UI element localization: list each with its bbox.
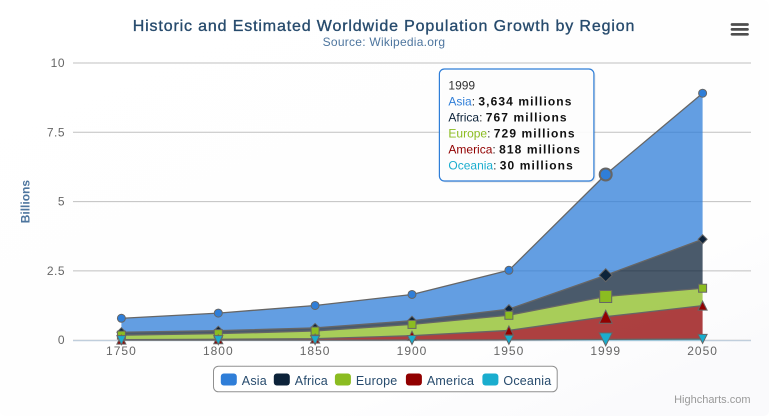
svg-text:Asia: 3,634 millions: Asia: 3,634 millions: [448, 95, 572, 109]
svg-text:10: 10: [51, 56, 65, 70]
svg-text:America: 818 millions: America: 818 millions: [448, 143, 581, 157]
svg-text:Highcharts.com: Highcharts.com: [674, 394, 750, 406]
svg-text:1950: 1950: [494, 344, 525, 358]
svg-text:America: America: [427, 374, 474, 388]
svg-text:Africa: Africa: [295, 374, 328, 388]
svg-text:1999: 1999: [590, 344, 621, 358]
svg-text:Europe: Europe: [356, 374, 398, 388]
svg-text:Europe: 729 millions: Europe: 729 millions: [448, 127, 575, 141]
svg-text:1750: 1750: [106, 344, 137, 358]
svg-text:2050: 2050: [687, 344, 718, 358]
svg-text:1900: 1900: [397, 344, 428, 358]
svg-text:2.5: 2.5: [47, 264, 65, 278]
svg-text:Oceania: Oceania: [503, 374, 551, 388]
svg-text:Oceania: 30 millions: Oceania: 30 millions: [448, 159, 574, 173]
svg-text:Billions: Billions: [19, 180, 33, 224]
svg-text:Asia: Asia: [242, 374, 267, 388]
svg-text:1850: 1850: [300, 344, 331, 358]
svg-text:0: 0: [58, 333, 65, 347]
svg-text:5: 5: [58, 195, 65, 209]
svg-text:Historic and Estimated Worldwi: Historic and Estimated Worldwide Populat…: [133, 18, 635, 35]
svg-text:Source: Wikipedia.org: Source: Wikipedia.org: [323, 35, 446, 49]
svg-text:7.5: 7.5: [47, 125, 65, 139]
svg-text:1999: 1999: [448, 79, 475, 93]
svg-text:1800: 1800: [203, 344, 234, 358]
svg-text:Africa: 767 millions: Africa: 767 millions: [448, 111, 567, 125]
